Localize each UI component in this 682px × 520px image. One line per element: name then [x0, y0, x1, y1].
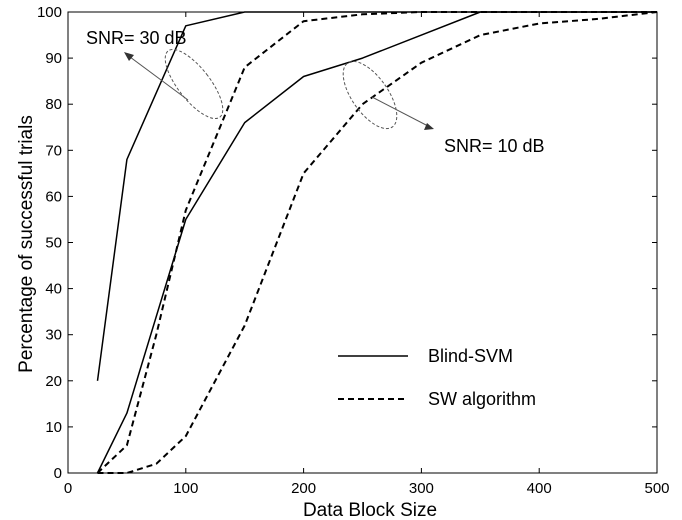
dashed-series-2-line	[96, 11, 657, 474]
legend-entry-sw-algorithm: SW algorithm	[338, 389, 536, 409]
legend-entry-blind-svm: Blind-SVM	[338, 346, 513, 366]
x-tick-label: 300	[409, 480, 434, 497]
y-tick-label: 90	[45, 50, 62, 67]
ticks-layer: 0 100 200 300 400 500 0 10 20 30 40 50 60 70 80 90 100	[37, 4, 670, 497]
plot-frame	[67, 11, 658, 474]
annotation-arrowhead-30	[124, 52, 134, 61]
y-tick-label: 30	[45, 327, 62, 344]
x-tick-label: 400	[527, 480, 552, 497]
annotation-text-30: SNR= 30 dB	[86, 28, 187, 48]
annotation-snr-10: SNR= 10 dB	[342, 60, 545, 156]
y-tick-label: 20	[45, 373, 62, 390]
x-axis-label: Data Block Size	[303, 500, 437, 520]
y-tick-label: 40	[45, 281, 62, 298]
y-tick-label: 10	[45, 419, 62, 436]
annotation-arrow-10	[371, 96, 429, 127]
annotation-arrowhead-10	[424, 123, 434, 130]
y-axis-label: Percentage of successful trials	[16, 115, 37, 373]
y-tick-label: 0	[54, 465, 62, 482]
y-tick-label: 70	[45, 142, 62, 159]
x-tick-label: 0	[64, 480, 72, 497]
annotation-ellipse-30	[164, 48, 224, 120]
x-tick-label: 100	[173, 480, 198, 497]
plot-area	[67, 11, 658, 474]
x-tick-label: 500	[644, 480, 669, 497]
annotation-text-10: SNR= 10 dB	[444, 136, 545, 156]
legend-label-blind-svm: Blind-SVM	[428, 346, 513, 366]
annotation-arrow-30	[125, 53, 189, 101]
dashed-series-4-line	[97, 11, 658, 474]
legend-label-sw-algorithm: SW algorithm	[428, 389, 536, 409]
legend: Blind-SVM SW algorithm	[338, 346, 536, 409]
x-tick-label: 200	[291, 480, 316, 497]
solid-series-3-line	[96, 11, 657, 474]
y-tick-label: 50	[45, 235, 62, 252]
y-tick-label: 100	[37, 4, 62, 21]
annotation-snr-30: SNR= 30 dB	[86, 28, 224, 120]
y-tick-label: 80	[45, 96, 62, 113]
annotation-ellipse-10	[342, 60, 398, 130]
solid-series-1-line	[96, 11, 657, 381]
y-tick-label: 60	[45, 188, 62, 205]
series-layer	[96, 11, 658, 474]
